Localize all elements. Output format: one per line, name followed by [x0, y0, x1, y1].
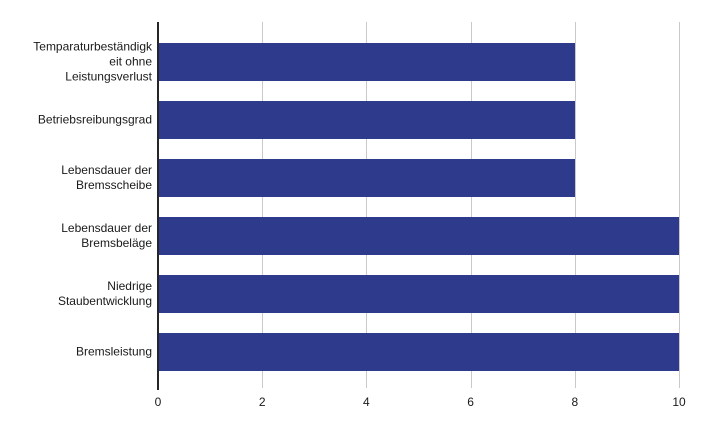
bar-row-3 — [159, 216, 679, 255]
gridline-x-4 — [366, 22, 368, 388]
bar-row-2 — [159, 158, 575, 197]
x-tick-label-2: 2 — [258, 395, 266, 409]
category-label-row-1: Betriebsreibungsgrad — [37, 112, 152, 126]
category-label-row-0: Temparaturbeständigk eit ohne Leistungsv… — [33, 39, 152, 83]
category-label-row-3: Lebensdauer der Bremsbeläge — [61, 220, 152, 250]
category-label-row-2: Lebensdauer der Bremsscheibe — [61, 162, 152, 192]
bar-row-1 — [159, 100, 575, 139]
bar-row-5 — [159, 332, 679, 371]
bar-row-4 — [159, 274, 679, 313]
x-tick-label-8: 8 — [571, 395, 579, 409]
x-tick-label-6: 6 — [467, 395, 474, 409]
y-axis-line — [157, 22, 159, 390]
gridline-x-6 — [470, 22, 472, 388]
x-tick-label-10: 10 — [672, 395, 686, 409]
x-tick-label-0: 0 — [154, 395, 162, 409]
category-label-row-5: Bremsleistung — [75, 344, 152, 358]
gridline-x-10 — [679, 22, 680, 388]
gridline-x-8 — [574, 22, 576, 388]
bar-row-0 — [159, 42, 575, 81]
x-tick-label-4: 4 — [363, 395, 370, 409]
category-label-row-4: Niedrige Staubentwicklung — [57, 278, 152, 308]
gridline-x-2 — [262, 22, 264, 388]
